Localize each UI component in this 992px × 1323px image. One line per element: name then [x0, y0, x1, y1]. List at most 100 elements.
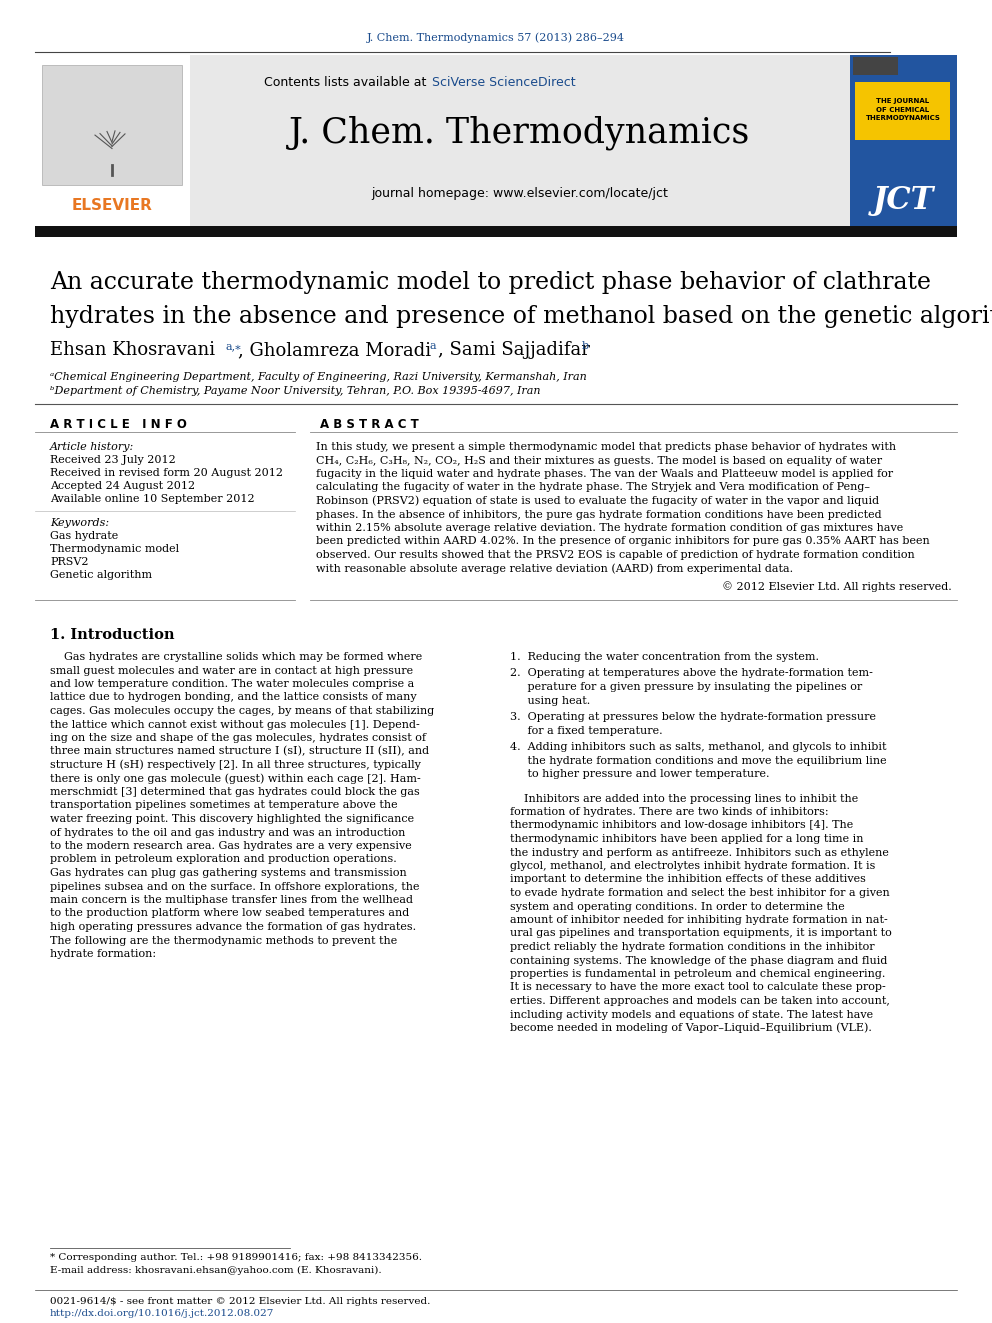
Text: been predicted within AARD 4.02%. In the presence of organic inhibitors for pure: been predicted within AARD 4.02%. In the…: [316, 537, 930, 546]
Text: become needed in modeling of Vapor–Liquid–Equilibrium (VLE).: become needed in modeling of Vapor–Liqui…: [510, 1023, 872, 1033]
Text: Inhibitors are added into the processing lines to inhibit the: Inhibitors are added into the processing…: [510, 794, 858, 803]
Text: important to determine the inhibition effects of these additives: important to determine the inhibition ef…: [510, 875, 866, 885]
Text: J. Chem. Thermodynamics: J. Chem. Thermodynamics: [290, 115, 751, 151]
Text: of hydrates to the oil and gas industry and was an introduction: of hydrates to the oil and gas industry …: [50, 827, 406, 837]
Text: J. Chem. Thermodynamics 57 (2013) 286–294: J. Chem. Thermodynamics 57 (2013) 286–29…: [367, 33, 625, 44]
Text: thermodynamic inhibitors have been applied for a long time in: thermodynamic inhibitors have been appli…: [510, 833, 863, 844]
Text: within 2.15% absolute average relative deviation. The hydrate formation conditio: within 2.15% absolute average relative d…: [316, 523, 904, 533]
Text: predict reliably the hydrate formation conditions in the inhibitor: predict reliably the hydrate formation c…: [510, 942, 875, 953]
Text: amount of inhibitor needed for inhibiting hydrate formation in nat-: amount of inhibitor needed for inhibitin…: [510, 916, 888, 925]
Text: for a fixed temperature.: for a fixed temperature.: [510, 725, 663, 736]
Text: transportation pipelines sometimes at temperature above the: transportation pipelines sometimes at te…: [50, 800, 398, 811]
Text: © 2012 Elsevier Ltd. All rights reserved.: © 2012 Elsevier Ltd. All rights reserved…: [722, 582, 952, 593]
Text: lattice due to hydrogen bonding, and the lattice consists of many: lattice due to hydrogen bonding, and the…: [50, 692, 417, 703]
Text: water freezing point. This discovery highlighted the significance: water freezing point. This discovery hig…: [50, 814, 414, 824]
Text: ᵇDepartment of Chemistry, Payame Noor University, Tehran, P.O. Box 19395-4697, I: ᵇDepartment of Chemistry, Payame Noor Un…: [50, 386, 541, 396]
Text: E-mail address: khosravani.ehsan@yahoo.com (E. Khosravani).: E-mail address: khosravani.ehsan@yahoo.c…: [50, 1265, 382, 1274]
Text: merschmidt [3] determined that gas hydrates could block the gas: merschmidt [3] determined that gas hydra…: [50, 787, 420, 796]
Text: Gas hydrate: Gas hydrate: [50, 531, 118, 541]
Text: hydrates in the absence and presence of methanol based on the genetic algorithm: hydrates in the absence and presence of …: [50, 304, 992, 328]
Text: An accurate thermodynamic model to predict phase behavior of clathrate: An accurate thermodynamic model to predi…: [50, 270, 931, 294]
Text: pipelines subsea and on the surface. In offshore explorations, the: pipelines subsea and on the surface. In …: [50, 881, 420, 892]
Text: including activity models and equations of state. The latest have: including activity models and equations …: [510, 1009, 873, 1020]
Text: hydrate formation:: hydrate formation:: [50, 949, 156, 959]
Text: 0021-9614/$ - see front matter © 2012 Elsevier Ltd. All rights reserved.: 0021-9614/$ - see front matter © 2012 El…: [50, 1297, 431, 1306]
Text: Robinson (PRSV2) equation of state is used to evaluate the fugacity of water in : Robinson (PRSV2) equation of state is us…: [316, 496, 879, 507]
Bar: [35, 226, 957, 237]
Text: ural gas pipelines and transportation equipments, it is important to: ural gas pipelines and transportation eq…: [510, 929, 892, 938]
Text: there is only one gas molecule (guest) within each cage [2]. Ham-: there is only one gas molecule (guest) w…: [50, 773, 421, 783]
Text: to the production platform where low seabed temperatures and: to the production platform where low sea…: [50, 909, 410, 918]
Text: The following are the thermodynamic methods to prevent the: The following are the thermodynamic meth…: [50, 935, 397, 946]
Text: using heat.: using heat.: [510, 696, 590, 705]
Text: a: a: [430, 341, 436, 351]
Text: main concern is the multiphase transfer lines from the wellhead: main concern is the multiphase transfer …: [50, 894, 413, 905]
Text: PRSV2: PRSV2: [50, 557, 88, 568]
Text: Received in revised form 20 August 2012: Received in revised form 20 August 2012: [50, 468, 283, 478]
Text: journal homepage: www.elsevier.com/locate/jct: journal homepage: www.elsevier.com/locat…: [372, 187, 669, 200]
Text: Accepted 24 August 2012: Accepted 24 August 2012: [50, 482, 195, 491]
Text: Contents lists available at: Contents lists available at: [264, 75, 430, 89]
Text: JCT: JCT: [872, 184, 933, 216]
Text: ELSEVIER: ELSEVIER: [71, 197, 153, 213]
Text: ing on the size and shape of the gas molecules, hydrates consist of: ing on the size and shape of the gas mol…: [50, 733, 426, 744]
Text: SciVerse ScienceDirect: SciVerse ScienceDirect: [432, 75, 575, 89]
Text: b: b: [582, 341, 589, 351]
Text: to evade hydrate formation and select the best inhibitor for a given: to evade hydrate formation and select th…: [510, 888, 890, 898]
Text: 1. Introduction: 1. Introduction: [50, 628, 175, 642]
Text: thermodynamic inhibitors and low-dosage inhibitors [4]. The: thermodynamic inhibitors and low-dosage …: [510, 820, 853, 831]
Text: Available online 10 September 2012: Available online 10 September 2012: [50, 493, 255, 504]
Text: small guest molecules and water are in contact at high pressure: small guest molecules and water are in c…: [50, 665, 413, 676]
Text: the hydrate formation conditions and move the equilibrium line: the hydrate formation conditions and mov…: [510, 755, 887, 766]
Text: In this study, we present a simple thermodynamic model that predicts phase behav: In this study, we present a simple therm…: [316, 442, 896, 452]
Text: structure H (sH) respectively [2]. In all three structures, typically: structure H (sH) respectively [2]. In al…: [50, 759, 421, 770]
Text: Thermodynamic model: Thermodynamic model: [50, 544, 180, 554]
Text: formation of hydrates. There are two kinds of inhibitors:: formation of hydrates. There are two kin…: [510, 807, 828, 818]
Bar: [190, 56, 850, 228]
Bar: [42, 65, 182, 185]
Text: Article history:: Article history:: [50, 442, 134, 452]
Text: problem in petroleum exploration and production operations.: problem in petroleum exploration and pro…: [50, 855, 397, 864]
Text: to higher pressure and lower temperature.: to higher pressure and lower temperature…: [510, 769, 770, 779]
Text: the lattice which cannot exist without gas molecules [1]. Depend-: the lattice which cannot exist without g…: [50, 720, 420, 729]
Text: fugacity in the liquid water and hydrate phases. The van der Waals and Platteeuw: fugacity in the liquid water and hydrate…: [316, 468, 893, 479]
Text: a,⁎: a,⁎: [225, 341, 241, 351]
Text: observed. Our results showed that the PRSV2 EOS is capable of prediction of hydr: observed. Our results showed that the PR…: [316, 550, 915, 560]
Bar: [35, 56, 190, 228]
Text: system and operating conditions. In order to determine the: system and operating conditions. In orde…: [510, 901, 845, 912]
Text: perature for a given pressure by insulating the pipelines or: perature for a given pressure by insulat…: [510, 681, 862, 692]
Text: calculating the fugacity of water in the hydrate phase. The Stryjek and Vera mod: calculating the fugacity of water in the…: [316, 483, 870, 492]
Text: high operating pressures advance the formation of gas hydrates.: high operating pressures advance the for…: [50, 922, 416, 931]
Text: and low temperature condition. The water molecules comprise a: and low temperature condition. The water…: [50, 679, 415, 689]
Bar: [850, 56, 957, 228]
Text: three main structures named structure I (sI), structure II (sII), and: three main structures named structure I …: [50, 746, 430, 757]
Text: It is necessary to have the more exact tool to calculate these prop-: It is necessary to have the more exact t…: [510, 983, 886, 992]
Text: Received 23 July 2012: Received 23 July 2012: [50, 455, 176, 464]
Text: Keywords:: Keywords:: [50, 519, 109, 528]
Text: 3.  Operating at pressures below the hydrate-formation pressure: 3. Operating at pressures below the hydr…: [510, 712, 876, 722]
Text: , Gholamreza Moradi: , Gholamreza Moradi: [238, 341, 432, 359]
Text: CH₄, C₂H₆, C₃H₈, N₂, CO₂, H₂S and their mixtures as guests. The model is based o: CH₄, C₂H₆, C₃H₈, N₂, CO₂, H₂S and their …: [316, 455, 882, 466]
Text: , Sami Sajjadifar: , Sami Sajjadifar: [438, 341, 590, 359]
Text: A R T I C L E   I N F O: A R T I C L E I N F O: [50, 418, 186, 430]
Text: ᵃChemical Engineering Department, Faculty of Engineering, Razi University, Kerma: ᵃChemical Engineering Department, Facult…: [50, 372, 586, 382]
Text: with reasonable absolute average relative deviation (AARD) from experimental dat: with reasonable absolute average relativ…: [316, 564, 794, 574]
Text: THE JOURNAL
OF CHEMICAL
THERMODYNAMICS: THE JOURNAL OF CHEMICAL THERMODYNAMICS: [866, 98, 940, 122]
Text: properties is fundamental in petroleum and chemical engineering.: properties is fundamental in petroleum a…: [510, 968, 886, 979]
Text: erties. Different approaches and models can be taken into account,: erties. Different approaches and models …: [510, 996, 890, 1005]
Text: * Corresponding author. Tel.: +98 9189901416; fax: +98 8413342356.: * Corresponding author. Tel.: +98 918990…: [50, 1253, 422, 1262]
Text: 1.  Reducing the water concentration from the system.: 1. Reducing the water concentration from…: [510, 652, 819, 662]
Text: the industry and perform as antifreeze. Inhibitors such as ethylene: the industry and perform as antifreeze. …: [510, 848, 889, 857]
Text: Ehsan Khosravani: Ehsan Khosravani: [50, 341, 215, 359]
Bar: [855, 82, 950, 140]
Text: to the modern research area. Gas hydrates are a very expensive: to the modern research area. Gas hydrate…: [50, 841, 412, 851]
Text: Genetic algorithm: Genetic algorithm: [50, 570, 152, 579]
Text: http://dx.doi.org/10.1016/j.jct.2012.08.027: http://dx.doi.org/10.1016/j.jct.2012.08.…: [50, 1310, 275, 1319]
Text: phases. In the absence of inhibitors, the pure gas hydrate formation conditions : phases. In the absence of inhibitors, th…: [316, 509, 882, 520]
Text: 4.  Adding inhibitors such as salts, methanol, and glycols to inhibit: 4. Adding inhibitors such as salts, meth…: [510, 742, 887, 751]
Text: Gas hydrates are crystalline solids which may be formed where: Gas hydrates are crystalline solids whic…: [50, 652, 423, 662]
Text: Gas hydrates can plug gas gathering systems and transmission: Gas hydrates can plug gas gathering syst…: [50, 868, 407, 878]
Text: containing systems. The knowledge of the phase diagram and fluid: containing systems. The knowledge of the…: [510, 955, 888, 966]
Text: glycol, methanol, and electrolytes inhibit hydrate formation. It is: glycol, methanol, and electrolytes inhib…: [510, 861, 875, 871]
Text: A B S T R A C T: A B S T R A C T: [320, 418, 419, 430]
